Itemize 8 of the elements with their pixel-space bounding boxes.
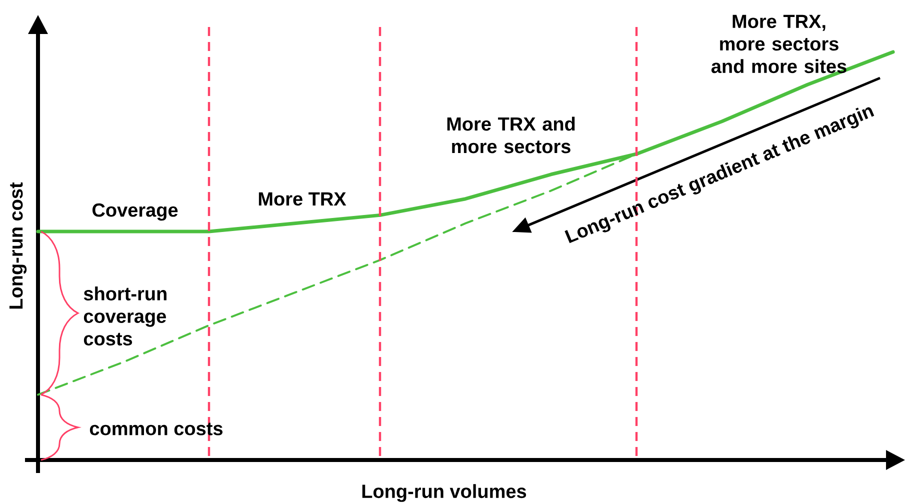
annotation: More TRX and more sectors	[447, 116, 575, 154]
annotation: Coverage	[92, 203, 178, 221]
annotation: More TRX, more sectors and more sites	[711, 14, 846, 74]
x-axis-title: Long-run volumes	[362, 484, 526, 502]
y-axis-title: Long-run cost	[9, 182, 27, 309]
annotation: More TRX	[258, 192, 346, 206]
annotation: common costs	[90, 422, 222, 436]
annotation: short-run coverage costs	[84, 286, 166, 346]
